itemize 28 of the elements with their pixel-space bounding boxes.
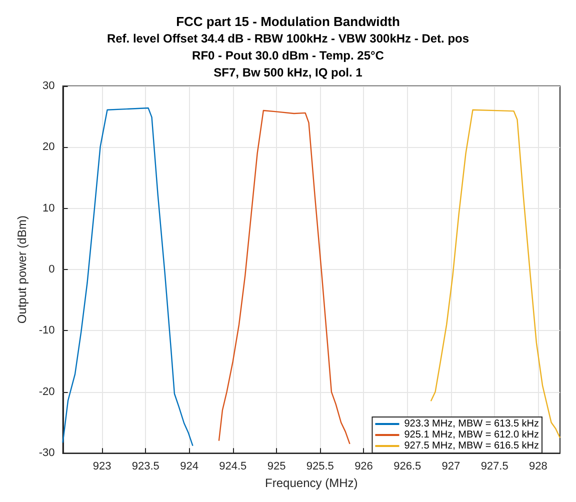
x-tick-label: 925 bbox=[267, 460, 286, 473]
line-series bbox=[62, 107, 194, 446]
y-tick-label: -20 bbox=[38, 386, 55, 398]
y-axis-title: Output power (dBm) bbox=[15, 216, 29, 324]
chart-subtitle: Ref. level Offset 34.4 dB - RBW 100kHz - VBW 300kHz - Det. pos RF0 - Pout 30.0 dBm - Temp. 25°C SF7, Bw 500 kHz, IQ pol. 1 bbox=[106, 32, 470, 80]
x-axis-title: Frequency (MHz) bbox=[265, 476, 358, 490]
legend-label: 925.1 MHz, MBW = 612.0 kHz bbox=[404, 430, 540, 440]
x-tick-label: 923.5 bbox=[132, 460, 160, 473]
x-tick-label: 927 bbox=[442, 460, 460, 473]
x-tick-label: 926 bbox=[354, 460, 373, 473]
x-tick-label: 927.5 bbox=[480, 460, 508, 473]
y-tick-label: -30 bbox=[38, 447, 55, 460]
y-tick-label: 10 bbox=[42, 202, 55, 214]
x-tick-label: 923 bbox=[92, 460, 112, 473]
legend-label: 927.5 MHz, MBW = 616.5 kHz bbox=[404, 440, 540, 452]
y-tick-label: -10 bbox=[38, 324, 55, 337]
chart-title: FCC part 15 - Modulation Bandwidth bbox=[176, 14, 400, 29]
x-tick-label: 924 bbox=[180, 460, 198, 473]
y-tick-label: 20 bbox=[42, 141, 55, 154]
line-series bbox=[430, 109, 561, 438]
x-tick-label: 928 bbox=[529, 460, 548, 473]
legend-label: 923.3 MHz, MBW = 613.5 kHz bbox=[404, 418, 540, 430]
x-tick-label: 926.5 bbox=[394, 460, 422, 473]
x-tick-label: 924.5 bbox=[219, 460, 247, 473]
y-tick-label: 0 bbox=[48, 264, 55, 276]
x-tick-label: 925.5 bbox=[306, 460, 334, 473]
line-series bbox=[218, 110, 350, 445]
y-tick-label: 30 bbox=[42, 80, 55, 92]
